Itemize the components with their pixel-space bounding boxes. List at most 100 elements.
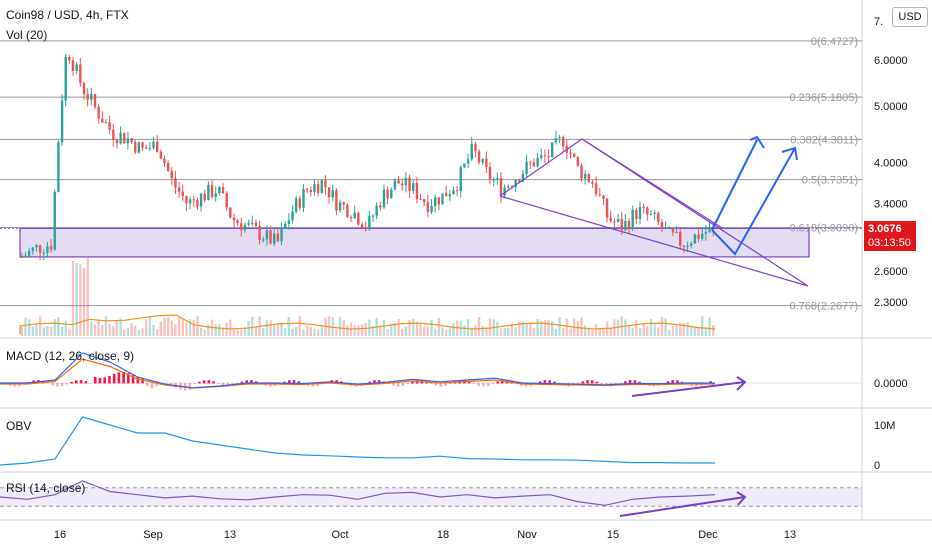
candle-body xyxy=(580,165,583,179)
macd-histogram-bar xyxy=(127,373,130,384)
macd-histogram-bar xyxy=(434,383,438,386)
candle-body xyxy=(225,193,228,208)
rsi-pane xyxy=(0,480,862,517)
volume-bar xyxy=(236,329,239,336)
candle-body xyxy=(262,239,265,241)
candle-body xyxy=(68,56,71,61)
rsi-divergence-arrowhead xyxy=(736,491,747,506)
macd-histogram-bar xyxy=(448,383,452,385)
candle-body xyxy=(335,190,338,211)
macd-histogram-bar xyxy=(624,381,627,384)
candle-body xyxy=(459,167,462,191)
candle-body xyxy=(437,197,441,205)
candle-body xyxy=(49,246,53,250)
macd-title[interactable]: MACD (12, 26, close, 9) xyxy=(6,349,135,363)
candle-body xyxy=(90,94,93,100)
volume-bar xyxy=(79,263,82,336)
volume-bar xyxy=(174,324,177,336)
candle-body xyxy=(386,189,389,199)
volume-bar xyxy=(561,328,565,336)
volume-bar xyxy=(148,316,152,336)
macd-histogram-bar xyxy=(269,383,272,387)
candle-body xyxy=(42,252,45,254)
macd-histogram-bar xyxy=(671,380,674,384)
candle-body xyxy=(185,196,188,204)
macd-histogram-bar xyxy=(392,383,395,386)
volume-bar xyxy=(269,320,272,336)
macd-histogram-bar xyxy=(477,383,480,386)
macd-histogram-bar xyxy=(519,383,523,386)
volume-bar xyxy=(320,325,323,336)
volume-bar xyxy=(649,319,653,336)
volume-bar xyxy=(704,328,708,336)
macd-histogram-bar xyxy=(188,383,192,390)
candle-body xyxy=(525,161,528,174)
volume-bar xyxy=(408,320,411,336)
volume-bar xyxy=(591,329,594,336)
candle-body xyxy=(112,129,115,140)
volume-bar xyxy=(485,327,488,336)
rsi-line xyxy=(0,480,716,506)
volume-bar xyxy=(130,323,133,336)
macd-histogram-bar xyxy=(444,383,447,386)
volume-bar xyxy=(42,327,45,336)
rsi-title[interactable]: RSI (14, close) xyxy=(6,481,86,495)
macd-histogram-bar xyxy=(65,383,69,385)
candle-body xyxy=(631,210,634,229)
volume-bar xyxy=(401,328,404,336)
macd-histogram-bar xyxy=(60,383,64,387)
candle-body xyxy=(649,213,653,215)
candle-body xyxy=(207,185,210,201)
volume-bar xyxy=(203,329,206,336)
volume-bar xyxy=(554,329,558,336)
currency-badge[interactable]: USD xyxy=(892,7,928,27)
volume-bar xyxy=(448,328,452,336)
macd-histogram-bar xyxy=(406,383,409,385)
candle-body xyxy=(415,183,419,199)
volume-bar xyxy=(75,263,78,336)
macd-histogram-bar xyxy=(131,375,135,384)
volume-bar xyxy=(155,329,159,336)
volume-bar xyxy=(86,256,89,336)
macd-histogram-bar xyxy=(491,383,495,384)
candle-body xyxy=(609,217,612,222)
time-axis-label: Dec xyxy=(698,529,718,541)
candle-body xyxy=(492,179,495,181)
volume-bar xyxy=(412,318,415,336)
macd-histogram-bar xyxy=(146,383,149,387)
volume-bar xyxy=(514,327,517,336)
volume-bar xyxy=(331,317,334,336)
candle-body xyxy=(627,220,631,229)
macd-histogram-bar xyxy=(221,383,225,386)
symbol-title[interactable]: Coin98 / USD, 4h, FTX xyxy=(6,8,129,22)
candle-body xyxy=(302,188,305,208)
candle-body xyxy=(104,122,108,124)
volume-bar xyxy=(415,321,419,336)
candle-body xyxy=(379,205,382,208)
candle-body xyxy=(587,174,591,182)
volume-bar xyxy=(635,320,638,336)
macd-histogram-bar xyxy=(439,383,443,387)
macd-histogram-bar xyxy=(496,381,499,384)
volume-bar xyxy=(422,326,426,336)
volume-bar xyxy=(101,324,104,336)
candle-body xyxy=(35,245,38,248)
volume-bar xyxy=(240,329,243,336)
volume-bar xyxy=(188,319,192,336)
volume-bar xyxy=(276,324,280,336)
volume-bar xyxy=(397,318,400,336)
candle-body xyxy=(613,221,616,223)
volume-bar xyxy=(598,327,601,336)
volume-bar xyxy=(711,325,715,336)
macd-histogram-bar xyxy=(122,372,125,384)
candle-body xyxy=(188,199,192,204)
support-zone xyxy=(0,227,862,258)
price-axis-tick: 5.0000 xyxy=(874,101,908,113)
candle-body xyxy=(97,106,100,119)
candle-body xyxy=(258,226,261,240)
volume-bar xyxy=(499,328,503,336)
volume-bar xyxy=(262,327,265,336)
obv-title[interactable]: OBV xyxy=(6,419,32,433)
volume-indicator-title[interactable]: Vol (20) xyxy=(6,28,48,42)
